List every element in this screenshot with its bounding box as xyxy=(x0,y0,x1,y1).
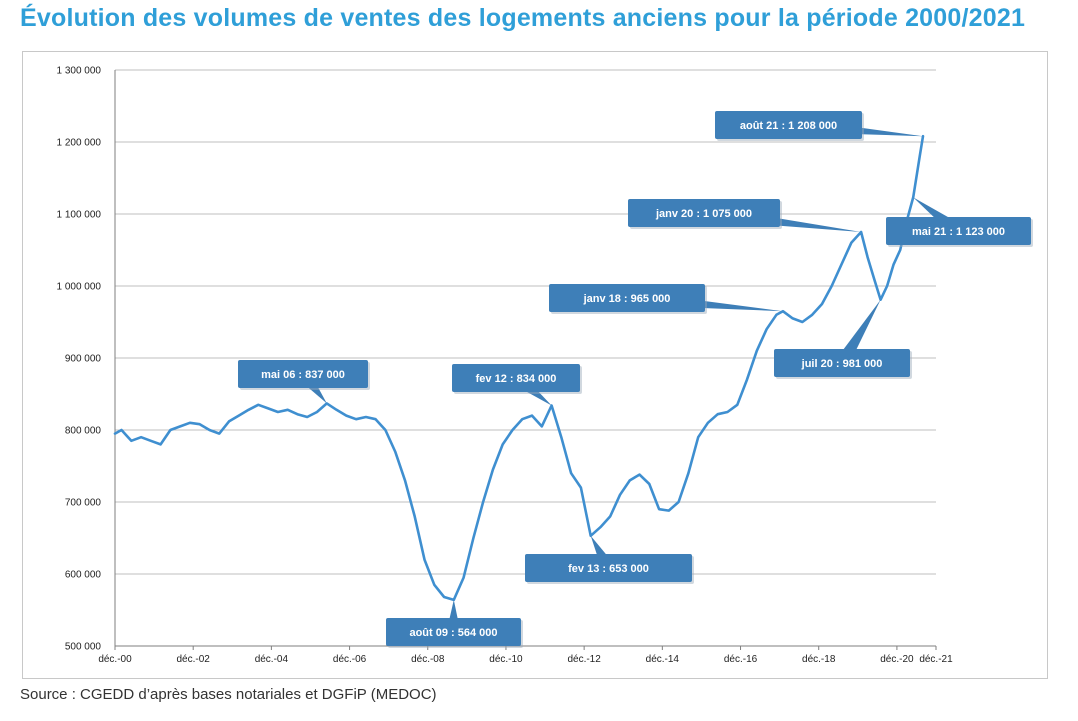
callout-label: janv 18 : 965 000 xyxy=(583,293,671,305)
callout: mai 21 : 1 123 000 xyxy=(886,197,1033,247)
callout-box xyxy=(774,349,910,377)
callout-label: août 09 : 564 000 xyxy=(409,627,497,639)
series-line xyxy=(113,134,925,602)
x-tick-label: déc.-00 xyxy=(98,654,132,665)
callout-label: juil 20 : 981 000 xyxy=(801,358,883,370)
callout-box xyxy=(715,111,862,139)
y-tick-label: 700 000 xyxy=(65,498,102,509)
callout: fev 13 : 653 000 xyxy=(525,535,694,584)
y-tick-label: 900 000 xyxy=(65,354,102,365)
source-note: Source : CGEDD d’après bases notariales … xyxy=(20,686,437,703)
callout-label: fev 12 : 834 000 xyxy=(476,373,557,385)
callout: janv 20 : 1 075 000 xyxy=(628,199,862,233)
x-tick-label: déc.-10 xyxy=(489,654,523,665)
callout-box xyxy=(549,284,705,312)
x-tick-label: déc.-08 xyxy=(411,654,445,665)
callout: fev 12 : 834 000 xyxy=(452,364,582,406)
x-tick-label: déc.-04 xyxy=(255,654,289,665)
callout-box xyxy=(452,364,580,392)
callout: août 21 : 1 208 000 xyxy=(715,111,924,141)
grid-layer xyxy=(115,69,936,647)
callout: août 09 : 564 000 xyxy=(386,599,523,648)
x-tick-label: déc.-02 xyxy=(177,654,211,665)
y-tick-label: 1 100 000 xyxy=(57,210,102,221)
callout-box xyxy=(238,360,368,388)
callout: juil 20 : 981 000 xyxy=(774,299,912,379)
x-tick-label: déc.-16 xyxy=(724,654,758,665)
x-tick-label: déc.-14 xyxy=(646,654,680,665)
callout-label: août 21 : 1 208 000 xyxy=(740,120,837,132)
x-tick-label: déc.-18 xyxy=(802,654,836,665)
callout-box xyxy=(886,217,1031,245)
chart-title: Évolution des volumes de ventes des loge… xyxy=(20,4,1026,32)
callout-box xyxy=(386,618,521,646)
x-tick-label: déc.-06 xyxy=(333,654,367,665)
y-tick-label: 600 000 xyxy=(65,570,102,581)
y-tick-label: 500 000 xyxy=(65,642,102,653)
x-tick-label: déc.-21 xyxy=(919,654,953,665)
callout-box xyxy=(525,554,692,582)
callout-label: fev 13 : 653 000 xyxy=(568,563,649,575)
callout-label: mai 06 : 837 000 xyxy=(261,369,345,381)
y-tick-label: 800 000 xyxy=(65,426,102,437)
series-layer xyxy=(113,134,925,602)
y-tick-label: 1 300 000 xyxy=(57,66,102,77)
x-tick-label: déc.-20 xyxy=(880,654,914,665)
y-tick-label: 1 000 000 xyxy=(57,282,102,293)
callout-label: mai 21 : 1 123 000 xyxy=(912,226,1005,238)
x-tick-label: déc.-12 xyxy=(567,654,601,665)
callout-layer: mai 06 : 837 000 août 09 : 564 000 fev 12 … xyxy=(238,111,1033,648)
callout-box xyxy=(628,199,780,227)
axis-layer: 500 000 600 000 700 000 800 000 900 000 1 000… xyxy=(57,66,954,666)
y-tick-label: 1 200 000 xyxy=(57,138,102,149)
callout: mai 06 : 837 000 xyxy=(238,360,370,404)
callout-label: janv 20 : 1 075 000 xyxy=(655,208,752,220)
callout: janv 18 : 965 000 xyxy=(549,284,783,314)
